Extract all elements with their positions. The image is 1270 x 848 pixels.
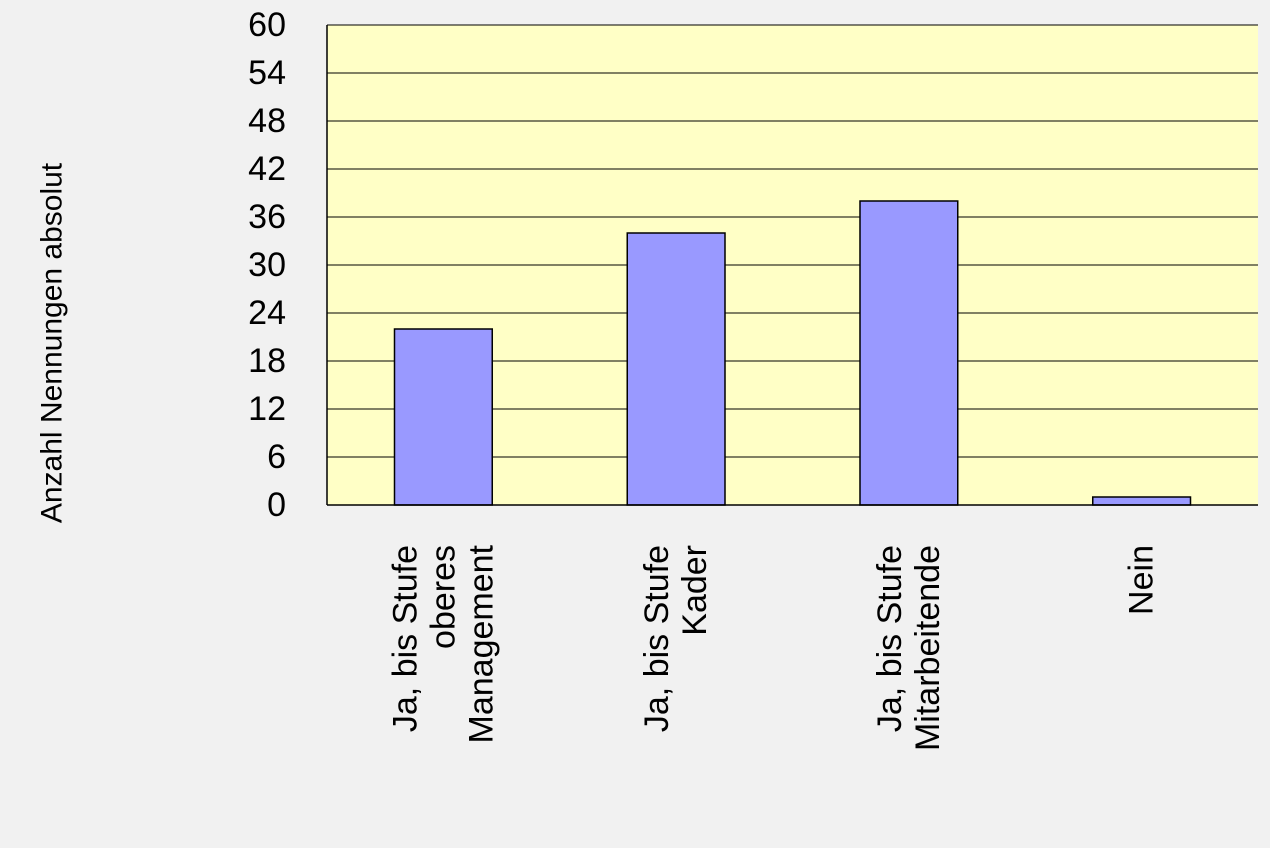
x-tick-label-line: oberes	[424, 545, 462, 649]
x-tick-labels: Ja, bis Stufe oberes Management Ja, bis Stu…	[386, 544, 1160, 751]
y-tick-label: 30	[248, 246, 286, 284]
y-tick-label: 36	[248, 198, 286, 236]
y-tick-label: 48	[248, 102, 286, 140]
x-tick-label-line: Nein	[1123, 545, 1161, 615]
x-tick-label: Nein	[1123, 545, 1161, 615]
y-tick-label: 6	[267, 438, 286, 476]
y-tick-labels: 0 6 12 18 24 30 36 42 48 54 60	[248, 6, 286, 524]
y-tick-label: 54	[248, 54, 286, 92]
x-tick-label-line: Mitarbeitende	[909, 545, 947, 751]
bars	[393, 200, 1192, 506]
x-tick-label-line: Ja, bis Stufe	[638, 545, 676, 732]
x-tick-label-line: Management	[462, 544, 500, 743]
y-tick-label: 0	[267, 486, 286, 524]
y-tick-label: 18	[248, 342, 286, 380]
x-tick-label: Ja, bis Stufe Kader	[638, 545, 714, 732]
bar	[1091, 496, 1192, 506]
y-tick-label: 60	[248, 6, 286, 44]
x-tick-label-line: Ja, bis Stufe	[386, 545, 424, 732]
y-tick-label: 42	[248, 150, 286, 188]
y-axis-label: Anzahl Nennungen absolut	[36, 162, 69, 523]
y-tick-label: 12	[248, 390, 286, 428]
x-tick-label: Ja, bis Stufe oberes Management	[386, 544, 500, 743]
bar	[626, 232, 726, 506]
y-tick-label: 24	[248, 294, 286, 332]
x-tick-label-line: Ja, bis Stufe	[871, 545, 909, 732]
bar	[393, 328, 494, 506]
x-tick-label-line: Kader	[676, 545, 714, 636]
x-tick-label: Ja, bis Stufe Mitarbeitende	[871, 545, 947, 751]
axes	[326, 25, 1258, 506]
bar	[859, 200, 959, 506]
